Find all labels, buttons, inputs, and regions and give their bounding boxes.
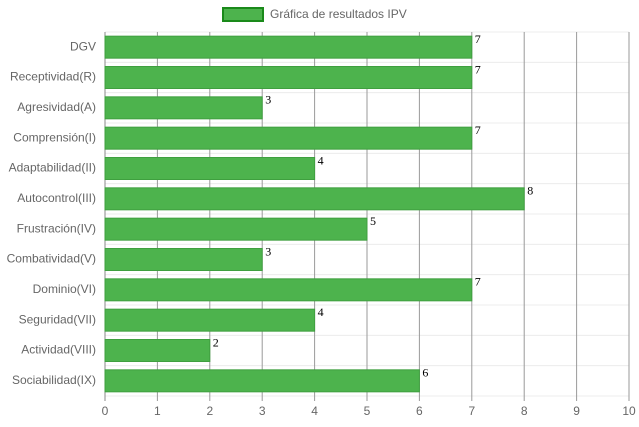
value-label: 7: [475, 62, 481, 76]
y-tick-label: Actividad(VIII): [21, 343, 96, 357]
x-tick-label: 7: [468, 404, 475, 418]
x-tick-label: 4: [311, 404, 318, 418]
y-tick-label: Dominio(VI): [33, 282, 96, 296]
x-tick-label: 1: [154, 404, 161, 418]
bar: [104, 66, 473, 89]
y-tick-label: Agresividad(A): [17, 100, 96, 114]
value-label: 7: [475, 275, 481, 289]
y-tick-label: Autocontrol(III): [17, 191, 96, 205]
x-tick-label: 10: [622, 404, 636, 418]
bar: [104, 96, 263, 120]
legend-swatch: [222, 7, 264, 22]
y-tick-label: Receptividad(R): [10, 70, 96, 84]
y-tick-label: Adaptabilidad(II): [9, 161, 96, 175]
bar: [104, 278, 473, 302]
bar: [104, 187, 525, 211]
bar: [104, 369, 420, 393]
value-label: 5: [370, 214, 376, 228]
value-label: 4: [318, 153, 324, 167]
bar: [104, 217, 368, 241]
x-tick-label: 2: [206, 404, 213, 418]
bar: [104, 248, 263, 271]
y-tick-label: DGV: [70, 39, 96, 53]
y-tick-label: Frustración(IV): [17, 221, 96, 235]
value-label: 3: [265, 93, 271, 107]
legend-label: Gráfica de resultados IPV: [270, 7, 407, 21]
value-label: 3: [265, 244, 271, 258]
y-tick-label: Comprensión(I): [13, 130, 96, 144]
bar: [104, 157, 316, 180]
value-label: 6: [422, 366, 428, 380]
y-tick-label: Combatividad(V): [7, 252, 96, 266]
x-tick-label: 0: [102, 404, 109, 418]
value-label: 4: [318, 305, 324, 319]
value-label: 7: [475, 32, 481, 46]
y-tick-label: Seguridad(VII): [19, 312, 96, 326]
x-tick-label: 6: [416, 404, 423, 418]
bar: [104, 35, 473, 59]
x-tick-label: 5: [364, 404, 371, 418]
x-tick-label: 8: [521, 404, 528, 418]
y-tick-label: Sociabilidad(IX): [12, 373, 96, 387]
bar: [104, 126, 473, 150]
x-tick-label: 3: [259, 404, 266, 418]
value-label: 7: [475, 123, 481, 137]
value-label: 8: [527, 184, 533, 198]
x-tick-label: 9: [573, 404, 580, 418]
bar: [104, 308, 316, 332]
bar: [104, 339, 211, 362]
value-label: 2: [213, 335, 219, 349]
